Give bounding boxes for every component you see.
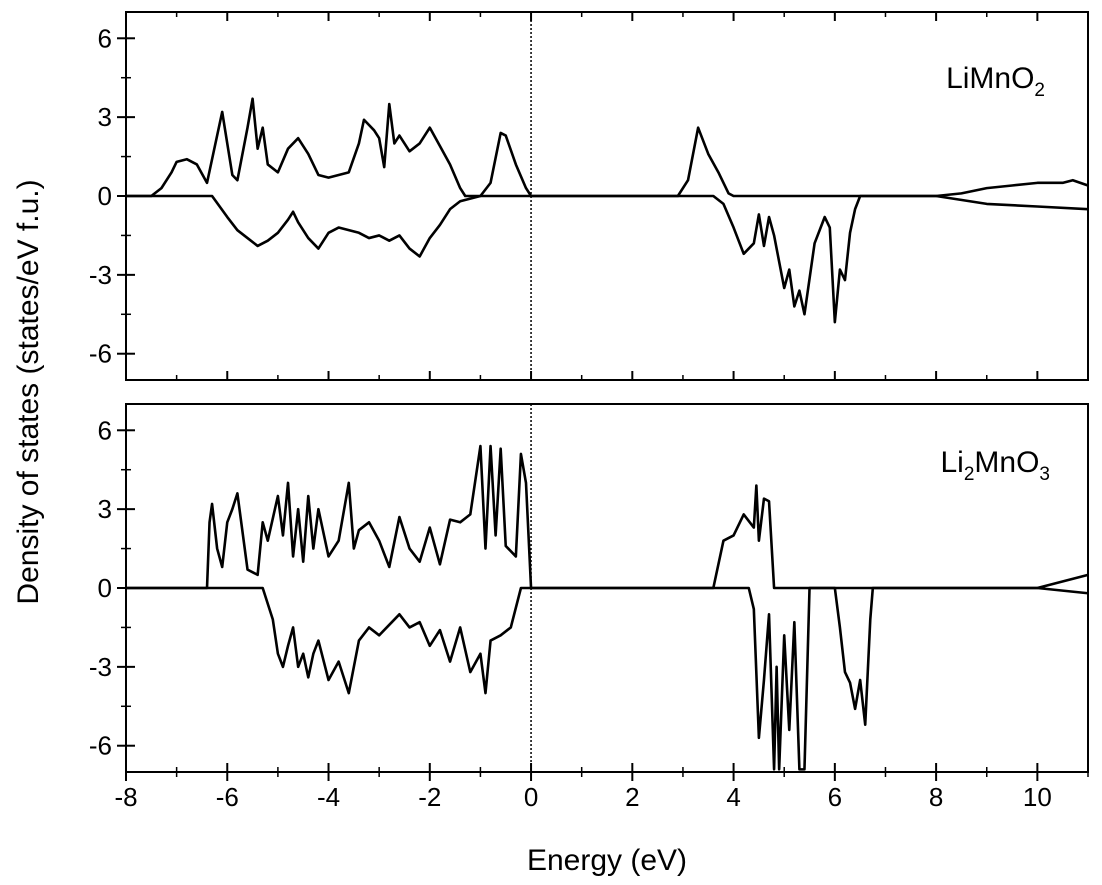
panel-li2mno3: 6 3 0 -3 -6 Li2MnO3 xyxy=(89,403,1089,781)
dos-series-down xyxy=(126,194,1089,324)
y-tick-label: 3 xyxy=(98,102,112,132)
y-tick-label: 6 xyxy=(98,415,112,445)
dos-series-down xyxy=(126,586,1089,771)
panel-label-li2mno3: Li2MnO3 xyxy=(940,446,1050,485)
series-group xyxy=(126,97,1089,324)
x-tick-label: 0 xyxy=(524,782,538,812)
x-tick-label: -8 xyxy=(114,782,137,812)
x-tick-label: -6 xyxy=(216,782,239,812)
y-tick-label: -6 xyxy=(89,731,112,761)
series-group xyxy=(126,444,1089,771)
panel-label-limno2: LiMnO2 xyxy=(946,62,1045,101)
panel-limno2: 6 3 0 -3 -6 LiMnO2 xyxy=(89,11,1089,381)
y-tick-label: 0 xyxy=(98,573,112,603)
y-tick-label: -3 xyxy=(89,260,112,290)
y-tick-label: -3 xyxy=(89,652,112,682)
x-tick-label: -2 xyxy=(418,782,441,812)
x-axis-tick-labels: -8 -6 -4 -2 0 2 4 6 8 10 xyxy=(114,782,1051,812)
x-tick-label: 10 xyxy=(1023,782,1052,812)
y-tick-label: 3 xyxy=(98,494,112,524)
y-axis-title: Density of states (states/eV f.u.) xyxy=(12,179,45,604)
x-axis-minor-ticks xyxy=(125,12,1089,380)
y-tick-label: 6 xyxy=(98,23,112,53)
dos-series-up xyxy=(126,444,1089,590)
y-tick-label: -6 xyxy=(89,339,112,369)
x-tick-label: 4 xyxy=(726,782,740,812)
dos-series-up xyxy=(126,97,1089,198)
x-tick-label: 6 xyxy=(828,782,842,812)
x-tick-label: -4 xyxy=(317,782,340,812)
y-axis-ticks: 6 3 0 -3 -6 xyxy=(89,23,135,369)
x-axis-ticks xyxy=(125,763,1089,781)
x-tick-label: 8 xyxy=(929,782,943,812)
x-axis-title: Energy (eV) xyxy=(527,844,687,877)
y-tick-label: 0 xyxy=(98,181,112,211)
x-tick-label: 2 xyxy=(625,782,639,812)
